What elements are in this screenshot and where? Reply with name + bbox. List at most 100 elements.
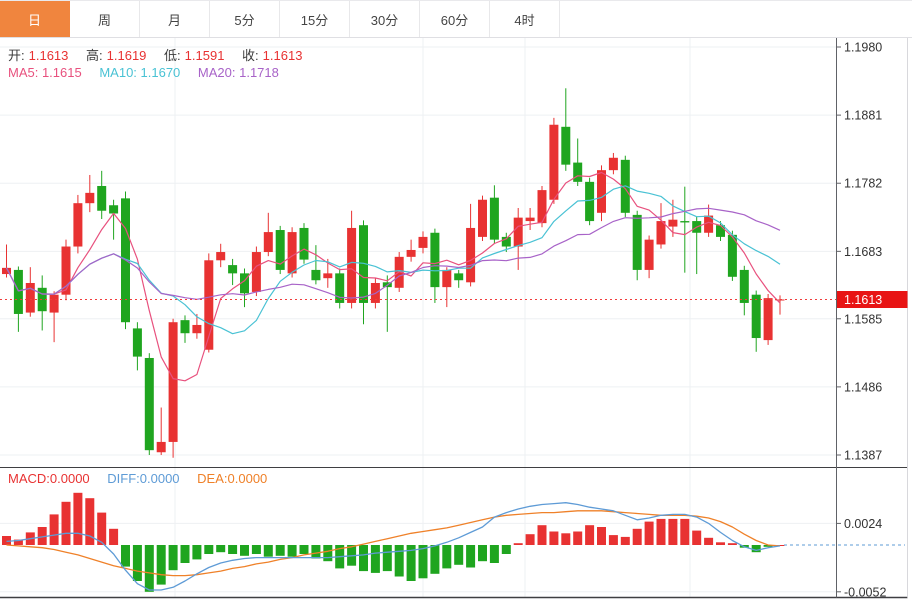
candle-body <box>751 294 761 339</box>
macd-histogram-bar <box>180 545 190 563</box>
candle-body <box>132 328 142 357</box>
current-price-tag-value: 1.1613 <box>844 293 882 307</box>
current-price-tag <box>837 291 908 309</box>
macd-histogram-bar <box>109 528 119 545</box>
candle-body <box>287 232 297 274</box>
macd-histogram-bar <box>132 545 142 581</box>
tab-30min[interactable]: 30分 <box>350 1 420 37</box>
macd-histogram-bar <box>204 545 214 554</box>
macd-histogram-bar <box>513 543 523 545</box>
macd-histogram-bar <box>13 539 23 545</box>
candle-body <box>585 181 595 222</box>
candle-body <box>109 205 119 214</box>
macd-histogram-bar <box>382 545 392 572</box>
candle-body <box>228 265 238 274</box>
candle-body <box>73 203 83 247</box>
candle-body <box>240 273 249 294</box>
candle-body <box>406 249 416 257</box>
macd-histogram-bar <box>454 545 464 565</box>
candle-body <box>49 294 59 313</box>
macd-histogram-bar <box>299 545 309 554</box>
macd-histogram-bar <box>656 518 666 545</box>
candle-body <box>335 273 345 303</box>
macd-histogram-bar <box>489 545 499 563</box>
candle-body <box>525 217 535 222</box>
candle-body <box>263 232 273 253</box>
candle-body <box>763 298 773 341</box>
macd-histogram-bar <box>525 534 535 545</box>
macd-histogram-bar <box>359 545 368 572</box>
candle-body <box>573 162 583 182</box>
candle-body <box>501 236 511 247</box>
candle-body <box>418 236 428 248</box>
candle-body <box>668 219 678 227</box>
candle-body <box>85 192 95 204</box>
candle-body <box>13 269 23 314</box>
candle-body <box>2 267 11 275</box>
candle-body <box>430 232 440 288</box>
tab-5min[interactable]: 5分 <box>210 1 280 37</box>
ma10-line <box>5 185 781 335</box>
candle-body <box>216 252 226 261</box>
timeframe-tabbar: 日 周 月 5分 15分 30分 60分 4时 <box>0 0 912 38</box>
macd-histogram-bar <box>561 533 571 545</box>
macd-histogram-bar <box>121 545 130 567</box>
candle-body <box>311 269 321 281</box>
tab-month[interactable]: 月 <box>140 1 210 37</box>
candle-body <box>180 320 190 334</box>
macd-histogram-bar <box>549 531 559 545</box>
macd-histogram-bar <box>311 545 321 559</box>
macd-histogram-bar <box>156 545 166 585</box>
macd-histogram-bar <box>37 527 47 545</box>
macd-histogram-bar <box>751 545 761 553</box>
macd-histogram-bar <box>144 545 154 592</box>
tab-week[interactable]: 周 <box>70 1 140 37</box>
macd-histogram-bar <box>692 530 702 545</box>
candle-body <box>489 197 499 240</box>
candle-body <box>597 170 606 213</box>
macd-histogram-bar <box>263 545 273 557</box>
candle-body <box>478 199 487 237</box>
macd-histogram-bar <box>73 492 83 545</box>
macd-histogram-bar <box>716 542 725 545</box>
candle-body <box>442 269 452 288</box>
macd-histogram-bar <box>323 545 333 562</box>
macd-histogram-bar <box>537 525 547 545</box>
candle-body <box>204 260 214 350</box>
macd-histogram-bar <box>620 536 630 545</box>
candle-body <box>97 185 107 211</box>
price-axis-label: 1.1881 <box>844 109 882 123</box>
macd-histogram-bar <box>763 545 773 547</box>
candle-body <box>727 234 737 277</box>
macd-axis-label: 0.0024 <box>844 517 882 531</box>
macd-axis-label: -0.0052 <box>844 585 886 599</box>
tab-day[interactable]: 日 <box>0 1 70 37</box>
macd-histogram-bar <box>668 518 678 545</box>
macd-histogram-bar <box>680 518 690 545</box>
macd-histogram-bar <box>287 545 297 557</box>
macd-histogram-bar <box>573 531 583 545</box>
candle-body <box>656 221 666 245</box>
candle-body <box>323 273 333 279</box>
candle-body <box>251 252 261 292</box>
macd-histogram-bar <box>585 525 595 545</box>
candle-body <box>37 287 47 312</box>
tab-60min[interactable]: 60分 <box>420 1 490 37</box>
tab-15min[interactable]: 15分 <box>280 1 350 37</box>
candle-body <box>513 217 523 247</box>
macd-histogram-bar <box>394 545 404 577</box>
macd-histogram-bar <box>406 545 416 581</box>
macd-histogram-bar <box>430 545 440 574</box>
macd-histogram-bar <box>418 545 428 579</box>
macd-histogram-bar <box>370 545 380 573</box>
macd-histogram-bar <box>2 536 11 545</box>
price-axis-label: 1.1683 <box>844 245 882 259</box>
macd-histogram-bar <box>632 528 642 545</box>
tab-4hour[interactable]: 4时 <box>490 1 560 37</box>
price-axis-label: 1.1782 <box>844 177 882 191</box>
ma20-line <box>5 207 781 300</box>
candle-body <box>632 214 642 270</box>
diff-line <box>6 502 781 591</box>
candle-body <box>739 269 749 303</box>
